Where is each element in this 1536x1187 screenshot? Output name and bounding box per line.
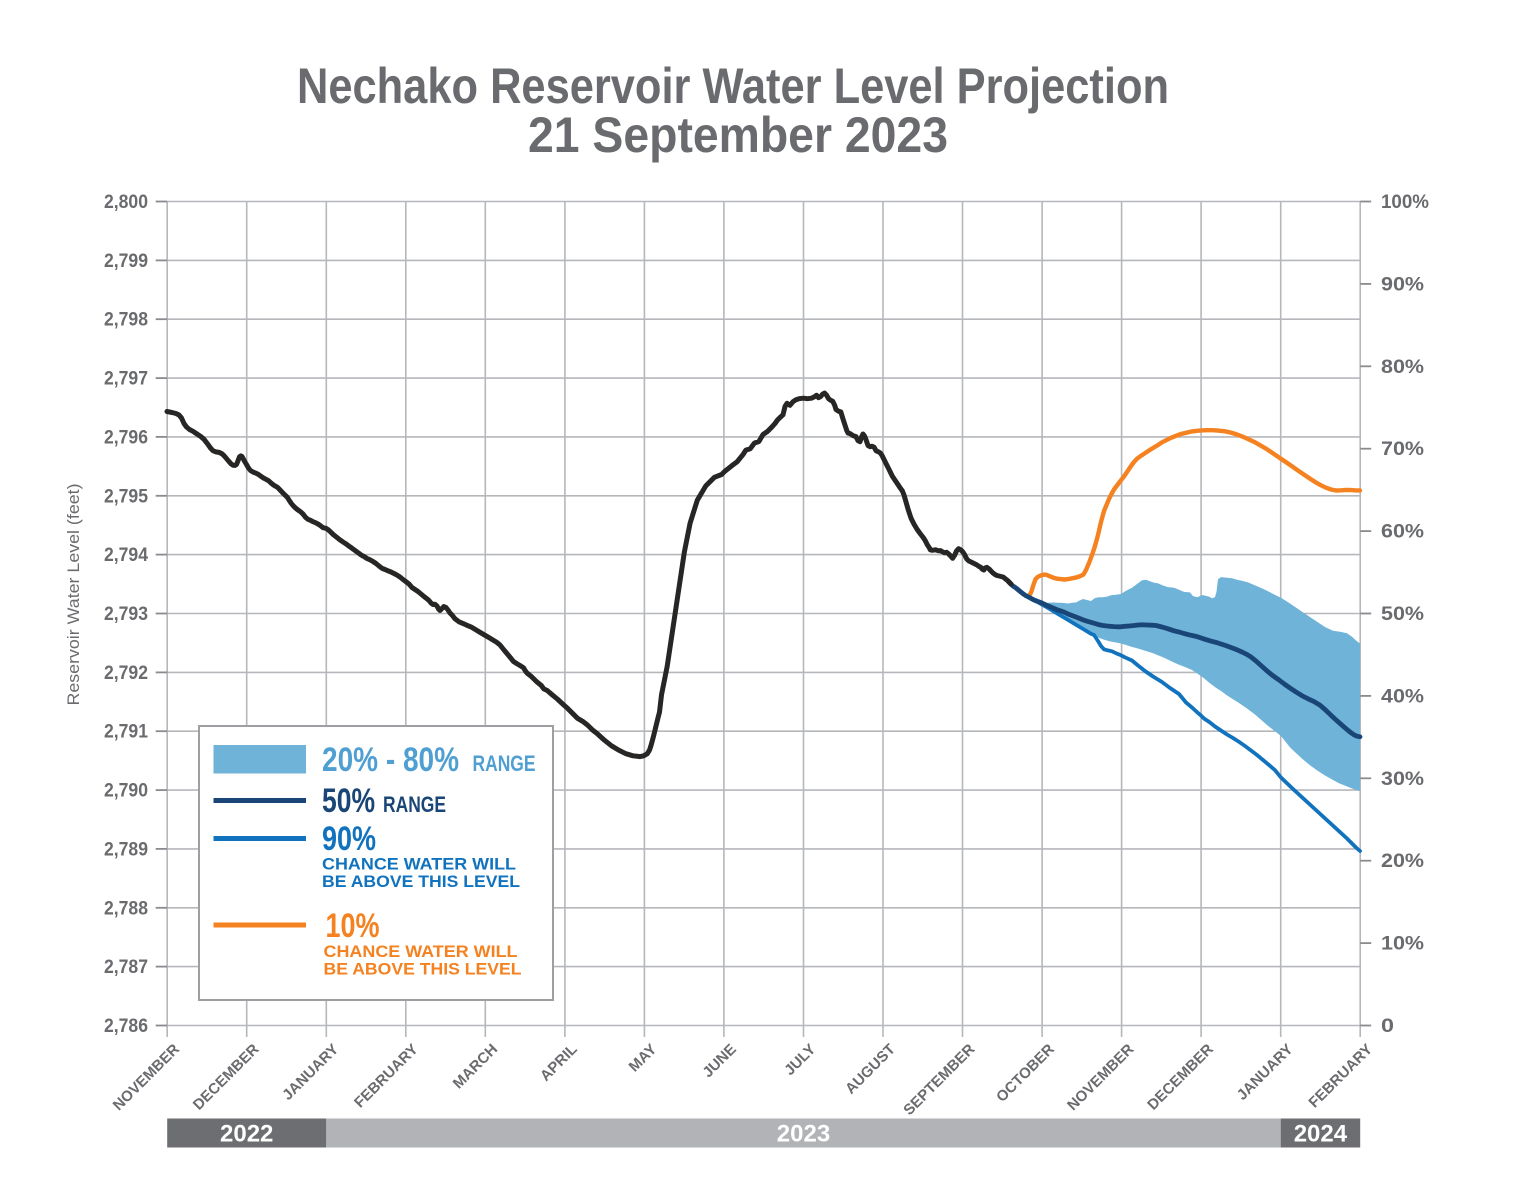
svg-text:40%: 40% — [1381, 685, 1424, 707]
svg-text:2,786: 2,786 — [104, 1015, 148, 1037]
svg-text:2,791: 2,791 — [104, 721, 148, 743]
svg-text:2024: 2024 — [1294, 1121, 1348, 1148]
svg-text:0: 0 — [1381, 1015, 1394, 1037]
svg-text:RANGE: RANGE — [383, 792, 446, 817]
svg-text:Nechako Reservoir Water Level: Nechako Reservoir Water Level Projection — [297, 58, 1169, 114]
svg-text:70%: 70% — [1381, 438, 1424, 460]
svg-text:90%: 90% — [322, 820, 376, 858]
svg-text:100%: 100% — [1381, 191, 1429, 213]
svg-text:21 September 2023: 21 September 2023 — [528, 107, 948, 163]
svg-text:2,789: 2,789 — [104, 838, 148, 860]
svg-text:RANGE: RANGE — [473, 751, 536, 776]
svg-text:2,793: 2,793 — [104, 603, 148, 625]
svg-text:2022: 2022 — [220, 1121, 273, 1148]
svg-text:30%: 30% — [1381, 768, 1424, 790]
svg-text:2,788: 2,788 — [104, 897, 148, 919]
svg-text:2,796: 2,796 — [104, 426, 148, 448]
svg-text:2,799: 2,799 — [104, 250, 148, 272]
svg-text:CHANCE WATER WILL: CHANCE WATER WILL — [322, 856, 516, 874]
svg-text:Reservoir Water Level (feet): Reservoir Water Level (feet) — [64, 484, 83, 706]
svg-text:2,797: 2,797 — [104, 368, 148, 390]
svg-text:50%: 50% — [1381, 603, 1424, 625]
svg-text:50%: 50% — [322, 782, 375, 820]
svg-text:2,787: 2,787 — [104, 956, 148, 978]
svg-text:2,800: 2,800 — [104, 191, 148, 213]
svg-text:CHANCE WATER WILL: CHANCE WATER WILL — [324, 943, 518, 961]
svg-text:90%: 90% — [1381, 273, 1424, 295]
svg-text:10%: 10% — [1381, 933, 1424, 955]
svg-text:2,798: 2,798 — [104, 309, 148, 331]
svg-text:2023: 2023 — [777, 1121, 830, 1148]
svg-text:2,794: 2,794 — [104, 544, 148, 566]
svg-text:BE ABOVE THIS LEVEL: BE ABOVE THIS LEVEL — [322, 873, 520, 891]
svg-text:2,795: 2,795 — [104, 485, 148, 507]
svg-text:20% - 80%: 20% - 80% — [322, 741, 459, 779]
svg-text:10%: 10% — [326, 907, 380, 945]
svg-text:60%: 60% — [1381, 521, 1424, 543]
svg-text:80%: 80% — [1381, 356, 1424, 378]
svg-text:20%: 20% — [1381, 850, 1424, 872]
svg-text:2,790: 2,790 — [104, 780, 148, 802]
svg-text:2,792: 2,792 — [104, 662, 148, 684]
svg-text:BE ABOVE THIS LEVEL: BE ABOVE THIS LEVEL — [324, 961, 522, 979]
